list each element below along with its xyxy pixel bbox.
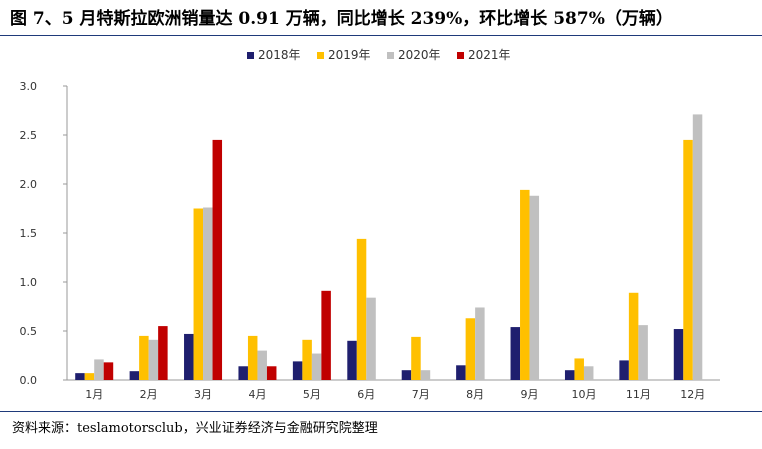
legend-label-1: 2019年 xyxy=(328,48,371,62)
bar-2020年-9月 xyxy=(529,195,540,380)
bar-2020年-4月 xyxy=(257,350,267,380)
bar-2018年-5月 xyxy=(292,361,303,380)
bar-2021年-5月 xyxy=(321,290,331,380)
y-tick-label: 1.5 xyxy=(20,227,38,240)
y-tick-label: 2.5 xyxy=(20,129,38,142)
x-tick-label: 4月 xyxy=(248,388,266,401)
x-tick-label: 12月 xyxy=(680,388,705,401)
bar-2019年-11月 xyxy=(628,292,639,380)
bar-2019年-12月 xyxy=(683,139,693,380)
y-tick-label: 2.0 xyxy=(20,178,38,191)
bar-2019年-7月 xyxy=(411,336,421,380)
legend-label-0: 2018年 xyxy=(258,48,301,62)
bar-2018年-10月 xyxy=(564,370,575,380)
x-tick-label: 8月 xyxy=(466,388,484,401)
bar-2021年-4月 xyxy=(266,366,277,380)
source-note: 资料来源：teslamotorsclub，兴业证券经济与金融研究院整理 xyxy=(12,421,378,436)
bar-2018年-2月 xyxy=(129,371,140,380)
bar-2019年-4月 xyxy=(247,335,258,380)
bar-2019年-8月 xyxy=(465,318,476,380)
bar-2018年-7月 xyxy=(401,370,412,380)
bar-2021年-2月 xyxy=(158,326,168,380)
bar-2018年-9月 xyxy=(510,327,521,380)
bar-2020年-1月 xyxy=(94,359,104,380)
legend-label-2: 2020年 xyxy=(398,48,441,62)
legend-swatch-0 xyxy=(247,52,254,59)
bar-2020年-10月 xyxy=(583,366,594,380)
footer-rule xyxy=(0,411,762,412)
x-tick-label: 6月 xyxy=(357,388,375,401)
bar-2019年-5月 xyxy=(302,339,312,380)
bar-2018年-4月 xyxy=(238,366,248,380)
x-tick-label: 11月 xyxy=(626,388,651,401)
bar-2019年-3月 xyxy=(193,208,204,380)
bar-2020年-5月 xyxy=(311,353,322,380)
x-tick-label: 5月 xyxy=(303,388,321,401)
y-tick-label: 0.0 xyxy=(20,374,38,387)
bar-2021年-1月 xyxy=(103,362,114,380)
bar-2020年-11月 xyxy=(638,325,648,380)
bar-2018年-3月 xyxy=(184,333,194,380)
bar-2019年-6月 xyxy=(356,238,367,380)
bar-2019年-9月 xyxy=(520,189,530,380)
bar-2020年-12月 xyxy=(692,114,703,381)
bar-2020年-2月 xyxy=(148,339,159,380)
bar-2020年-3月 xyxy=(203,207,213,380)
bar-2018年-1月 xyxy=(75,373,85,380)
bar-2020年-7月 xyxy=(420,370,431,380)
x-tick-label: 3月 xyxy=(194,388,212,401)
x-tick-label: 7月 xyxy=(412,388,430,401)
bar-2018年-6月 xyxy=(347,340,357,380)
bar-2020年-6月 xyxy=(366,297,376,380)
bar-2021年-3月 xyxy=(212,139,223,380)
legend-label-3: 2021年 xyxy=(468,48,511,62)
x-tick-label: 10月 xyxy=(571,388,596,401)
bar-2019年-10月 xyxy=(574,358,584,380)
bar-2019年-2月 xyxy=(139,335,149,380)
legend-swatch-3 xyxy=(457,52,464,59)
legend-swatch-1 xyxy=(317,52,324,59)
bar-2018年-8月 xyxy=(456,365,466,380)
bar-2018年-11月 xyxy=(619,360,629,380)
x-tick-label: 9月 xyxy=(521,388,539,401)
legend-swatch-2 xyxy=(387,52,394,59)
y-tick-label: 3.0 xyxy=(20,80,38,93)
bar-2019年-1月 xyxy=(84,373,95,380)
chart-title: 图 7、5 月特斯拉欧洲销量达 0.91 万辆，同比增长 239%，环比增长 5… xyxy=(10,9,673,29)
title-rule xyxy=(0,35,762,36)
x-tick-label: 2月 xyxy=(140,388,158,401)
y-tick-label: 1.0 xyxy=(20,276,38,289)
y-tick-label: 0.5 xyxy=(20,325,38,338)
bar-2020年-8月 xyxy=(475,307,485,380)
x-tick-label: 1月 xyxy=(85,388,103,401)
bar-2018年-12月 xyxy=(673,329,684,380)
